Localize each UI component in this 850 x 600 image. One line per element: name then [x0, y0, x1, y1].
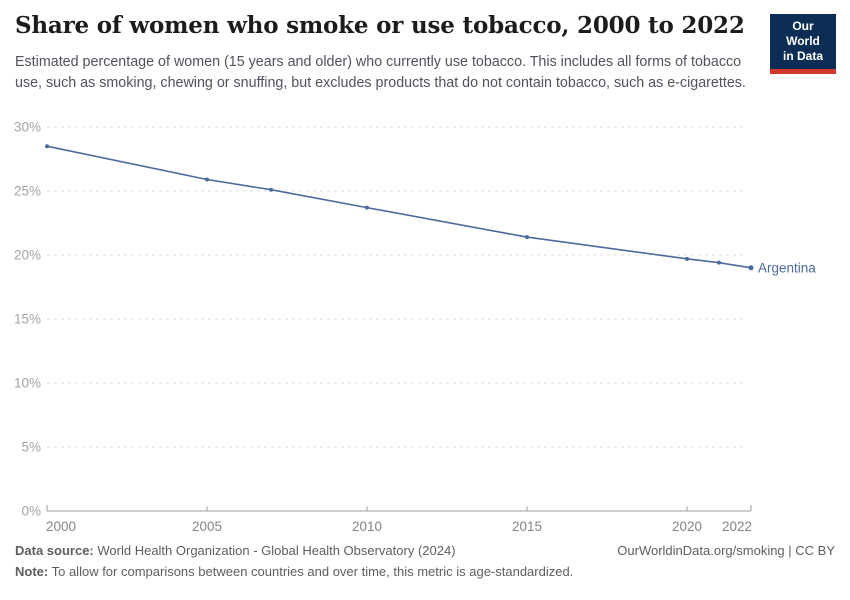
data-point[interactable]: [269, 187, 273, 192]
y-axis: 0% 5% 10% 15% 20% 25% 30%: [14, 120, 41, 519]
owid-cc-link[interactable]: OurWorldinData.org/smoking | CC BY: [617, 543, 835, 558]
note-label: Note:: [15, 564, 49, 579]
y-tick-label: 30%: [14, 120, 41, 135]
data-point[interactable]: [685, 256, 689, 261]
x-tick-label: 2005: [192, 519, 222, 534]
x-tick-label: 2020: [672, 519, 702, 534]
data-point[interactable]: [717, 260, 721, 265]
data-point[interactable]: [205, 177, 209, 182]
x-tick-label: 2000: [46, 519, 76, 534]
y-tick-label: 5%: [21, 440, 41, 455]
data-source-label: Data source:: [15, 543, 94, 558]
series-line[interactable]: [46, 145, 752, 269]
y-tick-label: 15%: [14, 312, 41, 327]
note-line: Note: To allow for comparisons between c…: [15, 564, 573, 579]
y-tick-label: 0%: [21, 504, 41, 519]
page-title: Share of women who smoke or use tobacco,…: [15, 12, 745, 39]
owid-logo-line2: in Data: [782, 49, 823, 63]
owid-logo-line1: Our World: [786, 19, 820, 48]
data-source-line: Data source: World Health Organization -…: [15, 543, 456, 558]
y-tick-label: 20%: [14, 248, 41, 263]
x-axis: 2000 2005 2010 2015 2020 2022: [46, 505, 752, 534]
note-value: To allow for comparisons between countri…: [51, 564, 574, 579]
gridlines: [47, 126, 746, 448]
series-argentina[interactable]: Argentina: [45, 144, 816, 275]
x-tick-label: 2010: [352, 519, 382, 534]
data-point[interactable]: [365, 205, 369, 210]
x-tick-label: 2022: [722, 519, 752, 534]
data-point[interactable]: [748, 265, 754, 271]
data-point[interactable]: [45, 144, 49, 149]
data-source-value: World Health Organization - Global Healt…: [97, 543, 456, 558]
chart-subtitle: Estimated percentage of women (15 years …: [15, 54, 746, 91]
y-tick-label: 25%: [14, 184, 41, 199]
x-tick-label: 2015: [512, 519, 542, 534]
y-tick-label: 10%: [14, 376, 41, 391]
owid-logo[interactable]: Our World in Data: [770, 14, 836, 74]
series-end-label[interactable]: Argentina: [758, 260, 816, 275]
data-point[interactable]: [525, 235, 529, 240]
